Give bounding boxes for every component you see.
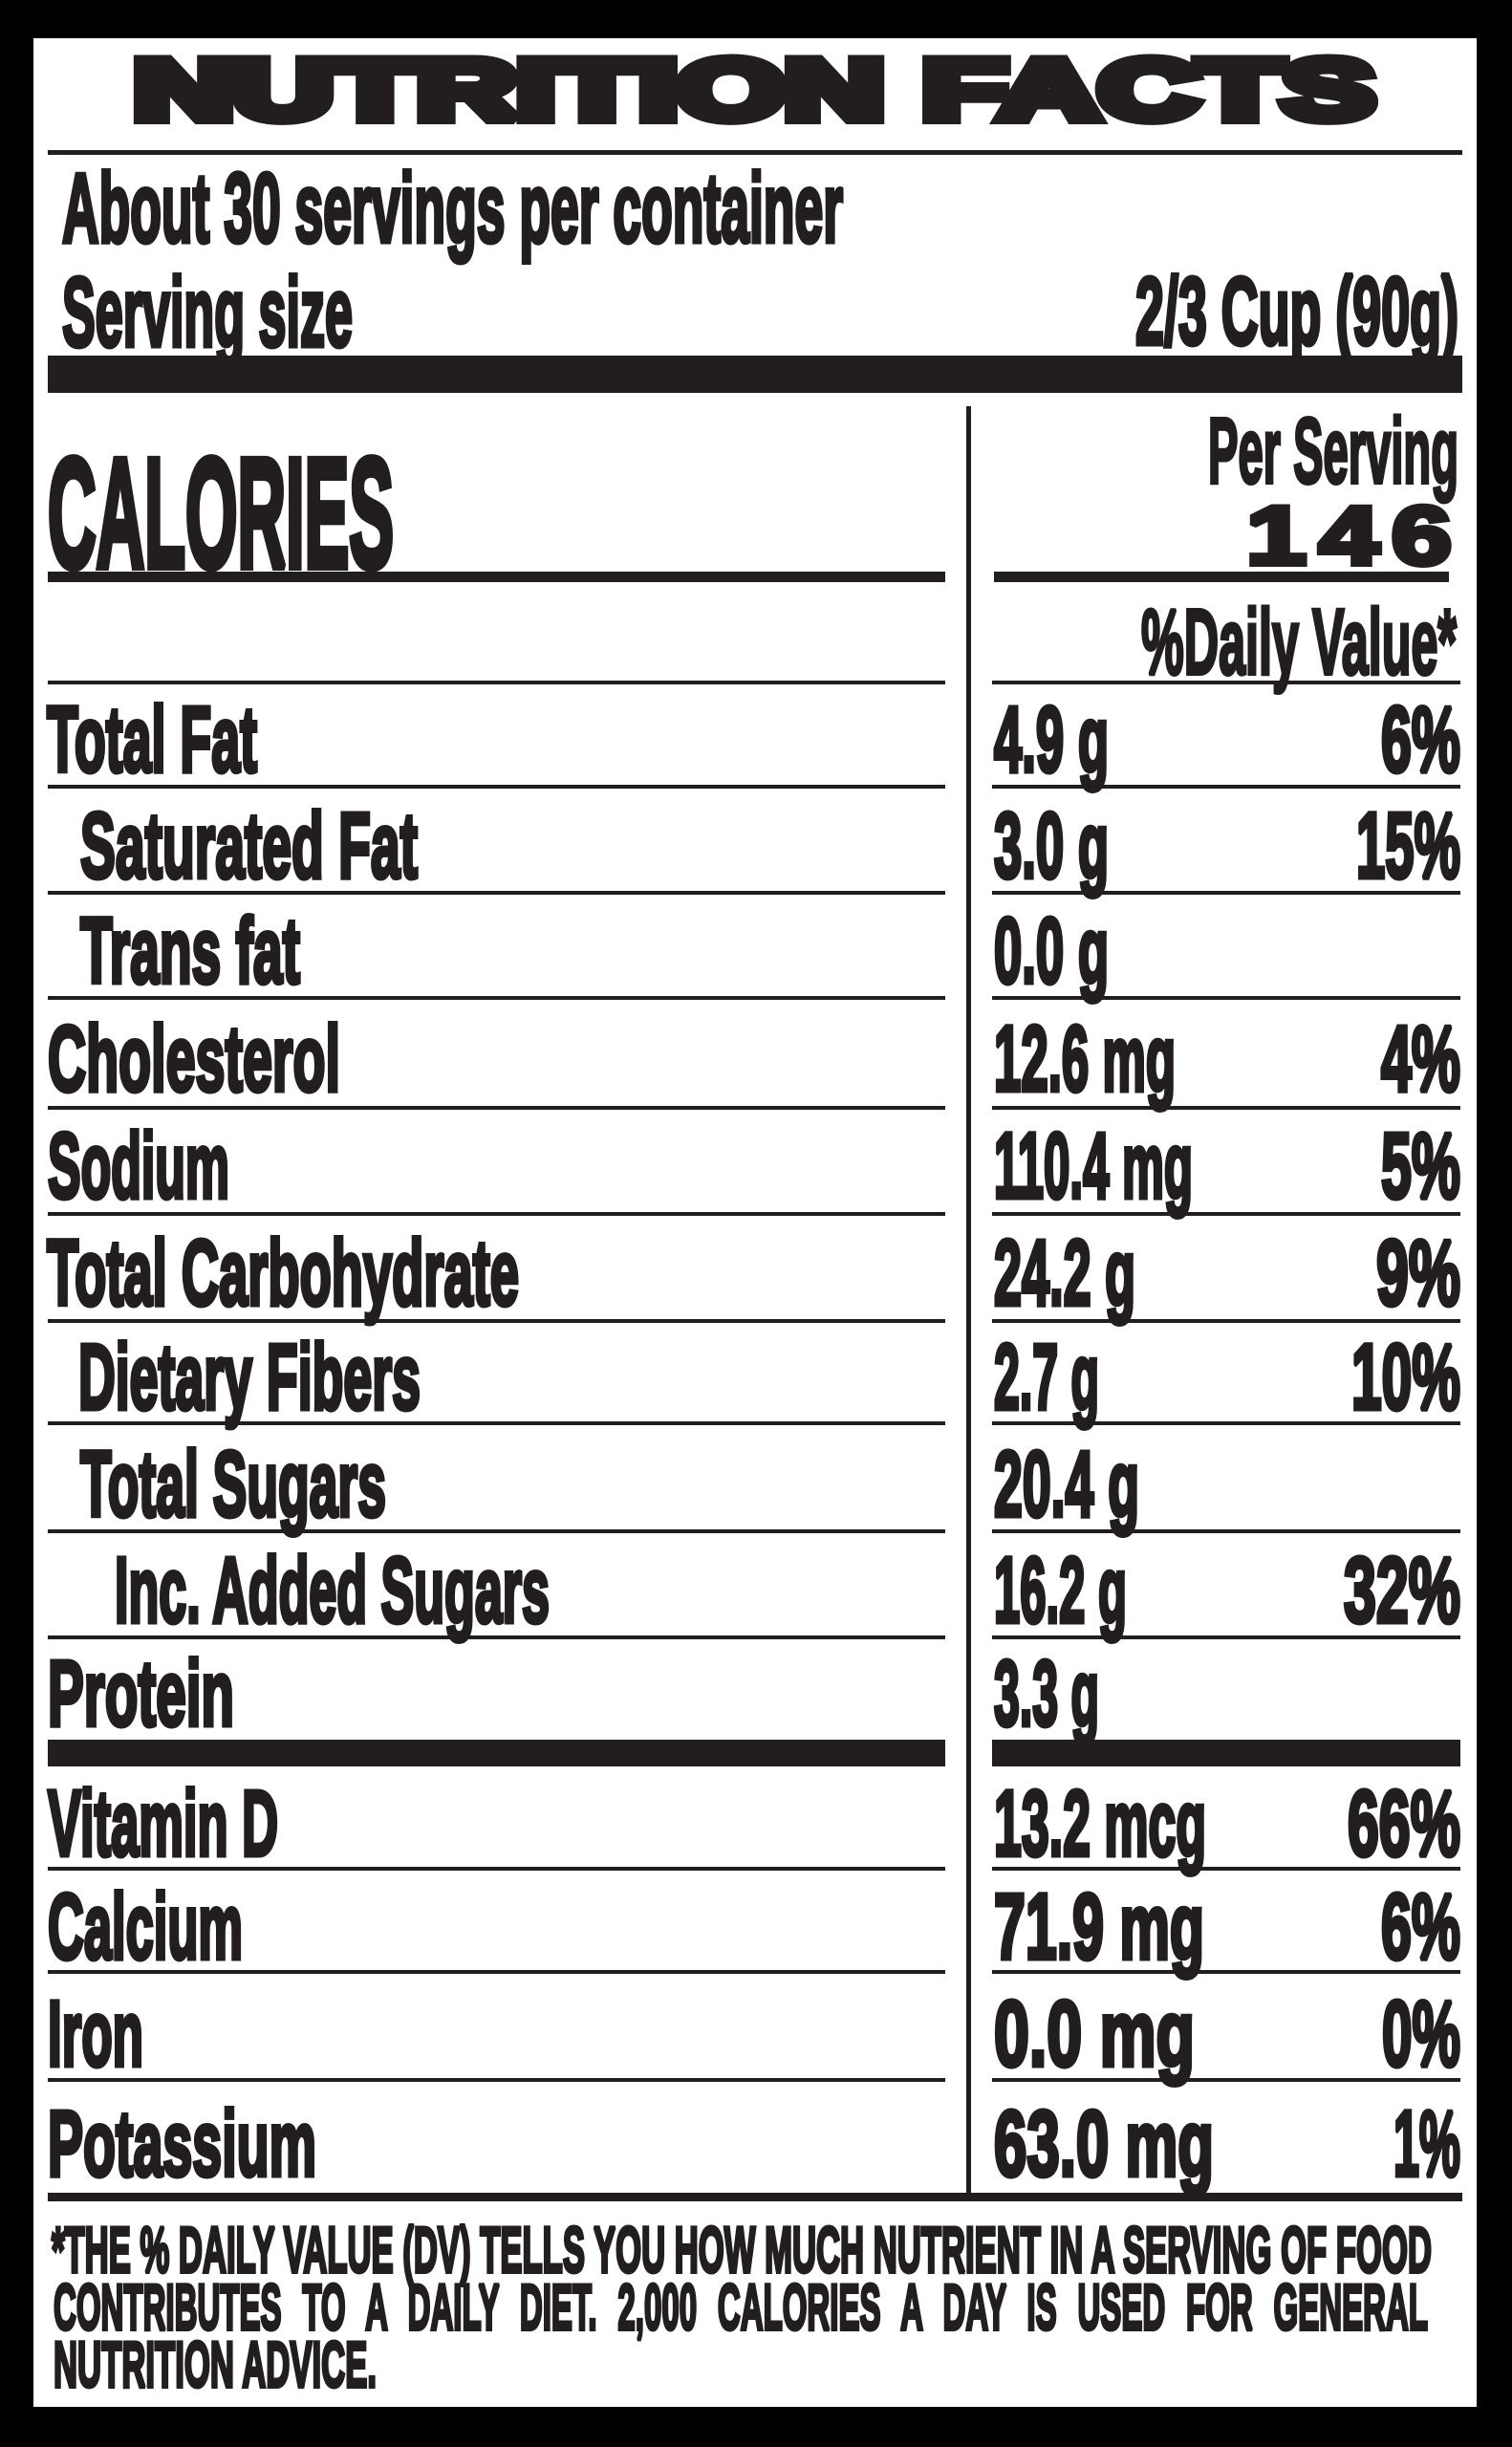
svg-text:NUTRITION ADVICE.: NUTRITION ADVICE. <box>54 2328 377 2401</box>
svg-text:0%: 0% <box>1382 1981 1460 2086</box>
svg-text:Total Carbohydrate: Total Carbohydrate <box>47 1221 519 1325</box>
svg-text:4%: 4% <box>1381 1007 1460 1111</box>
svg-text:NUTRITION FACTS: NUTRITION FACTS <box>134 42 1374 137</box>
svg-text:Potassium: Potassium <box>48 2091 316 2196</box>
svg-text:66%: 66% <box>1348 1771 1460 1875</box>
svg-text:20.4 g: 20.4 g <box>994 1432 1139 1536</box>
svg-text:Sodium: Sodium <box>48 1114 229 1218</box>
svg-text:Inc. Added Sugars: Inc. Added Sugars <box>115 1538 550 1642</box>
svg-text:16.2 g: 16.2 g <box>994 1538 1127 1642</box>
svg-text:Per Serving: Per Serving <box>1208 399 1458 503</box>
svg-text:Total Sugars: Total Sugars <box>80 1432 386 1536</box>
svg-text:146: 146 <box>1246 490 1464 582</box>
svg-text:Total Fat: Total Fat <box>47 687 257 791</box>
svg-text:24.2 g: 24.2 g <box>994 1221 1135 1325</box>
svg-text:%Daily Value*: %Daily Value* <box>1141 590 1457 694</box>
svg-text:2/3 Cup (90g): 2/3 Cup (90g) <box>1135 258 1458 365</box>
svg-text:Trans fat: Trans fat <box>80 899 300 1003</box>
svg-text:15%: 15% <box>1356 793 1460 898</box>
svg-text:2.7 g: 2.7 g <box>994 1325 1099 1429</box>
svg-text:3.0 g: 3.0 g <box>994 793 1109 898</box>
svg-text:32%: 32% <box>1344 1538 1460 1642</box>
svg-text:6%: 6% <box>1381 687 1460 791</box>
svg-text:0.0 g: 0.0 g <box>994 899 1109 1003</box>
svg-text:*THE % DAILY VALUE (DV) TELLS: *THE % DAILY VALUE (DV) TELLS YOU HOW MU… <box>52 2214 1432 2286</box>
svg-text:110.4 mg: 110.4 mg <box>994 1114 1193 1218</box>
svg-text:About 30 servings per containe: About 30 servings per container <box>62 153 843 263</box>
svg-text:Protein: Protein <box>48 1641 234 1745</box>
svg-text:Dietary Fibers: Dietary Fibers <box>78 1325 421 1429</box>
svg-text:Serving size: Serving size <box>62 257 353 367</box>
svg-text:1%: 1% <box>1393 2091 1460 2196</box>
svg-text:13.2 mcg: 13.2 mcg <box>994 1771 1206 1875</box>
svg-text:63.0 mg: 63.0 mg <box>994 2091 1214 2196</box>
svg-text:Cholesterol: Cholesterol <box>48 1007 340 1111</box>
svg-text:3.3 g: 3.3 g <box>994 1641 1099 1745</box>
svg-text:10%: 10% <box>1351 1325 1460 1429</box>
svg-text:9%: 9% <box>1376 1221 1460 1325</box>
svg-text:Vitamin D: Vitamin D <box>48 1771 278 1875</box>
svg-text:12.6 mg: 12.6 mg <box>994 1007 1176 1111</box>
svg-text:4.9 g: 4.9 g <box>994 687 1109 791</box>
svg-text:71.9 mg: 71.9 mg <box>994 1874 1204 1979</box>
svg-text:Calcium: Calcium <box>48 1874 243 1979</box>
svg-text:5%: 5% <box>1381 1114 1460 1218</box>
svg-text:6%: 6% <box>1381 1874 1460 1979</box>
svg-text:0.0 mg: 0.0 mg <box>994 1981 1195 2086</box>
svg-text:CONTRIBUTES TO A DAILY DIET. 2: CONTRIBUTES TO A DAILY DIET. 2,000 CALOR… <box>54 2271 1428 2344</box>
svg-text:Saturated Fat: Saturated Fat <box>80 793 418 898</box>
svg-text:Iron: Iron <box>48 1981 143 2086</box>
